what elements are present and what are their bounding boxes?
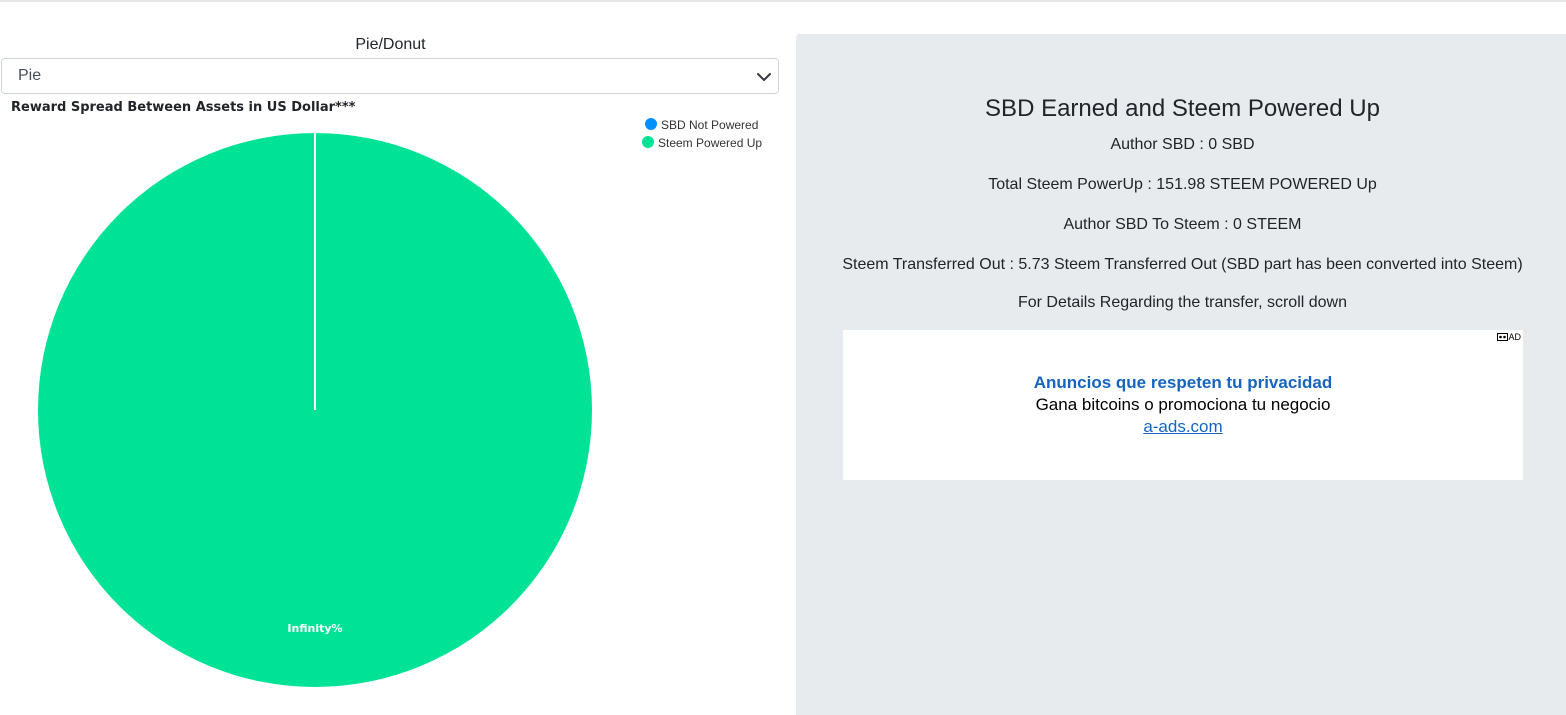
ad-banner[interactable]: AD Anuncios que respeten tu privacidad G… — [843, 330, 1523, 480]
ad-badge: AD — [1497, 332, 1521, 342]
ad-logo-icon — [1497, 333, 1509, 341]
author-sbd-line: Author SBD : 0 SBD — [1110, 136, 1255, 153]
total-powerup-line: Total Steem PowerUp : 151.98 STEEM POWER… — [988, 176, 1377, 193]
ad-link[interactable]: a-ads.com — [1143, 417, 1223, 436]
chart-title: Reward Spread Between Assets in US Dolla… — [11, 100, 356, 115]
top-divider — [0, 0, 1566, 2]
legend-label-sbd-not-powered[interactable]: SBD Not Powered — [661, 118, 758, 132]
ad-title: Anuncios que respeten tu privacidad — [1033, 373, 1333, 392]
chart-type-selected-value: Pie — [18, 67, 42, 84]
ad-badge-text: AD — [1508, 332, 1521, 342]
ad-subtitle: Gana bitcoins o promociona tu negocio — [1035, 395, 1331, 414]
chevron-down-icon — [757, 73, 771, 81]
legend-label-steem-powered-up[interactable]: Steem Powered Up — [658, 136, 762, 150]
data-label-steem-powered-up: Infinity% — [287, 622, 342, 635]
chart-legend: SBD Not Powered Steem Powered Up — [642, 118, 762, 150]
chart-type-label: Pie/Donut — [355, 36, 426, 53]
pie-slices — [38, 133, 592, 687]
legend-marker-sbd-not-powered[interactable] — [645, 118, 657, 130]
info-panel: SBD Earned and Steem Powered Up Author S… — [796, 34, 1566, 715]
pie-chart-svg: Reward Spread Between Assets in US Dolla… — [11, 100, 762, 687]
chart-type-select[interactable]: Pie — [1, 58, 779, 94]
panel-heading: SBD Earned and Steem Powered Up — [985, 95, 1380, 122]
transfer-details-hint: For Details Regarding the transfer, scro… — [1017, 294, 1348, 311]
sbd-to-steem-line: Author SBD To Steem : 0 STEEM — [1063, 216, 1302, 233]
reward-pie-chart: Reward Spread Between Assets in US Dolla… — [0, 96, 790, 715]
steem-transferred-line: Steem Transferred Out : 5.73 Steem Trans… — [842, 256, 1523, 273]
legend-marker-steem-powered-up[interactable] — [642, 136, 654, 148]
pie-data-labels: Infinity% — [287, 622, 342, 635]
